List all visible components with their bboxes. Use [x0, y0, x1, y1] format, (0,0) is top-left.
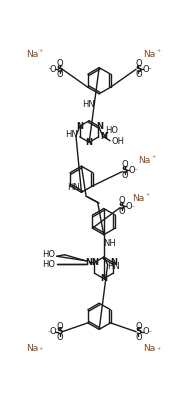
Text: O: O	[57, 70, 63, 79]
Text: O: O	[57, 59, 63, 68]
Text: S: S	[135, 327, 142, 336]
Text: N: N	[91, 258, 98, 267]
Text: ⁺: ⁺	[39, 48, 43, 58]
Text: O: O	[57, 322, 63, 331]
Text: N: N	[110, 258, 117, 267]
Text: HN: HN	[65, 130, 78, 139]
Text: HO: HO	[105, 126, 118, 135]
Text: Na: Na	[143, 344, 155, 353]
Text: O: O	[135, 59, 142, 68]
Text: ⁻: ⁻	[47, 66, 51, 75]
Text: O: O	[57, 332, 63, 342]
Text: NH: NH	[103, 239, 116, 248]
Text: HO: HO	[43, 250, 56, 259]
Text: S: S	[118, 202, 125, 211]
Text: O: O	[118, 196, 125, 205]
Text: O: O	[50, 64, 56, 74]
Text: ⁺: ⁺	[156, 346, 161, 355]
Text: Na: Na	[132, 194, 145, 203]
Text: Na: Na	[143, 50, 155, 59]
Text: O: O	[50, 327, 56, 336]
Text: S: S	[121, 166, 128, 174]
Text: O: O	[125, 202, 132, 211]
Text: ⁻: ⁻	[147, 328, 151, 337]
Text: O: O	[142, 64, 149, 74]
Text: N: N	[100, 133, 107, 141]
Text: HN: HN	[82, 100, 95, 110]
Text: HN: HN	[107, 262, 119, 271]
Text: O: O	[135, 70, 142, 79]
Text: O: O	[135, 322, 142, 331]
Text: S: S	[57, 64, 63, 74]
Text: ⁻: ⁻	[47, 328, 51, 337]
Text: N: N	[100, 274, 107, 283]
Text: ⁺: ⁺	[156, 48, 161, 58]
Text: ⁻: ⁻	[133, 167, 137, 176]
Text: ⁻: ⁻	[147, 66, 151, 75]
Text: N: N	[86, 138, 93, 147]
Text: Na: Na	[26, 344, 38, 353]
Text: ⁺: ⁺	[39, 346, 43, 355]
Text: Na: Na	[26, 50, 38, 59]
Text: O: O	[142, 327, 149, 336]
Text: O: O	[128, 166, 135, 174]
Text: Na: Na	[138, 156, 150, 164]
Text: N: N	[96, 122, 103, 131]
Text: S: S	[57, 327, 63, 336]
Text: ⁺: ⁺	[146, 193, 150, 202]
Text: O: O	[121, 171, 128, 180]
Text: O: O	[118, 207, 125, 216]
Text: S: S	[135, 64, 142, 74]
Text: N: N	[76, 122, 83, 131]
Text: N: N	[85, 258, 92, 267]
Text: ⁻: ⁻	[130, 203, 134, 212]
Text: O: O	[121, 160, 128, 169]
Text: ⁺: ⁺	[151, 154, 155, 163]
Text: OH: OH	[111, 137, 124, 146]
Text: O: O	[135, 332, 142, 342]
Text: HN: HN	[67, 183, 80, 192]
Text: HO: HO	[43, 260, 56, 269]
